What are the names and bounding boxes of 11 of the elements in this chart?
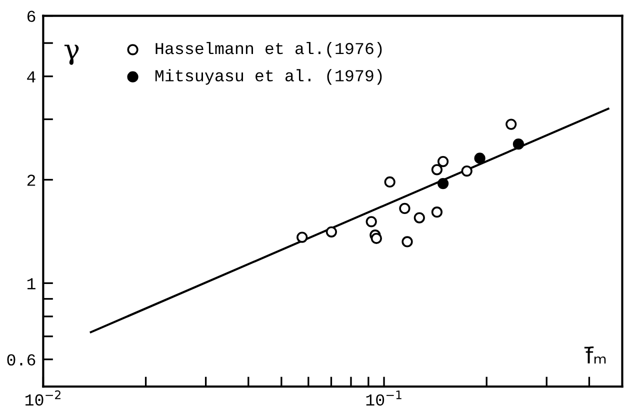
y-axis-title: γ bbox=[64, 44, 79, 65]
legend-label: Mitsuyasu et al. (1979) bbox=[155, 69, 382, 85]
x-axis-title: f̄ₘ bbox=[584, 346, 606, 364]
x-tick-label: 10$^{−1}$ bbox=[366, 390, 402, 406]
y-tick-label: 4 bbox=[27, 71, 36, 82]
y-tick-label: 1 bbox=[27, 278, 36, 290]
y-tick-label: 0.6 bbox=[7, 354, 36, 366]
y-tick-label: 2 bbox=[27, 174, 36, 186]
x-tick-label: 10$^{−2}$ bbox=[25, 390, 60, 406]
y-tick-label: 6 bbox=[27, 10, 36, 22]
legend-label: Hasselmann et al.(1976) bbox=[156, 42, 382, 58]
